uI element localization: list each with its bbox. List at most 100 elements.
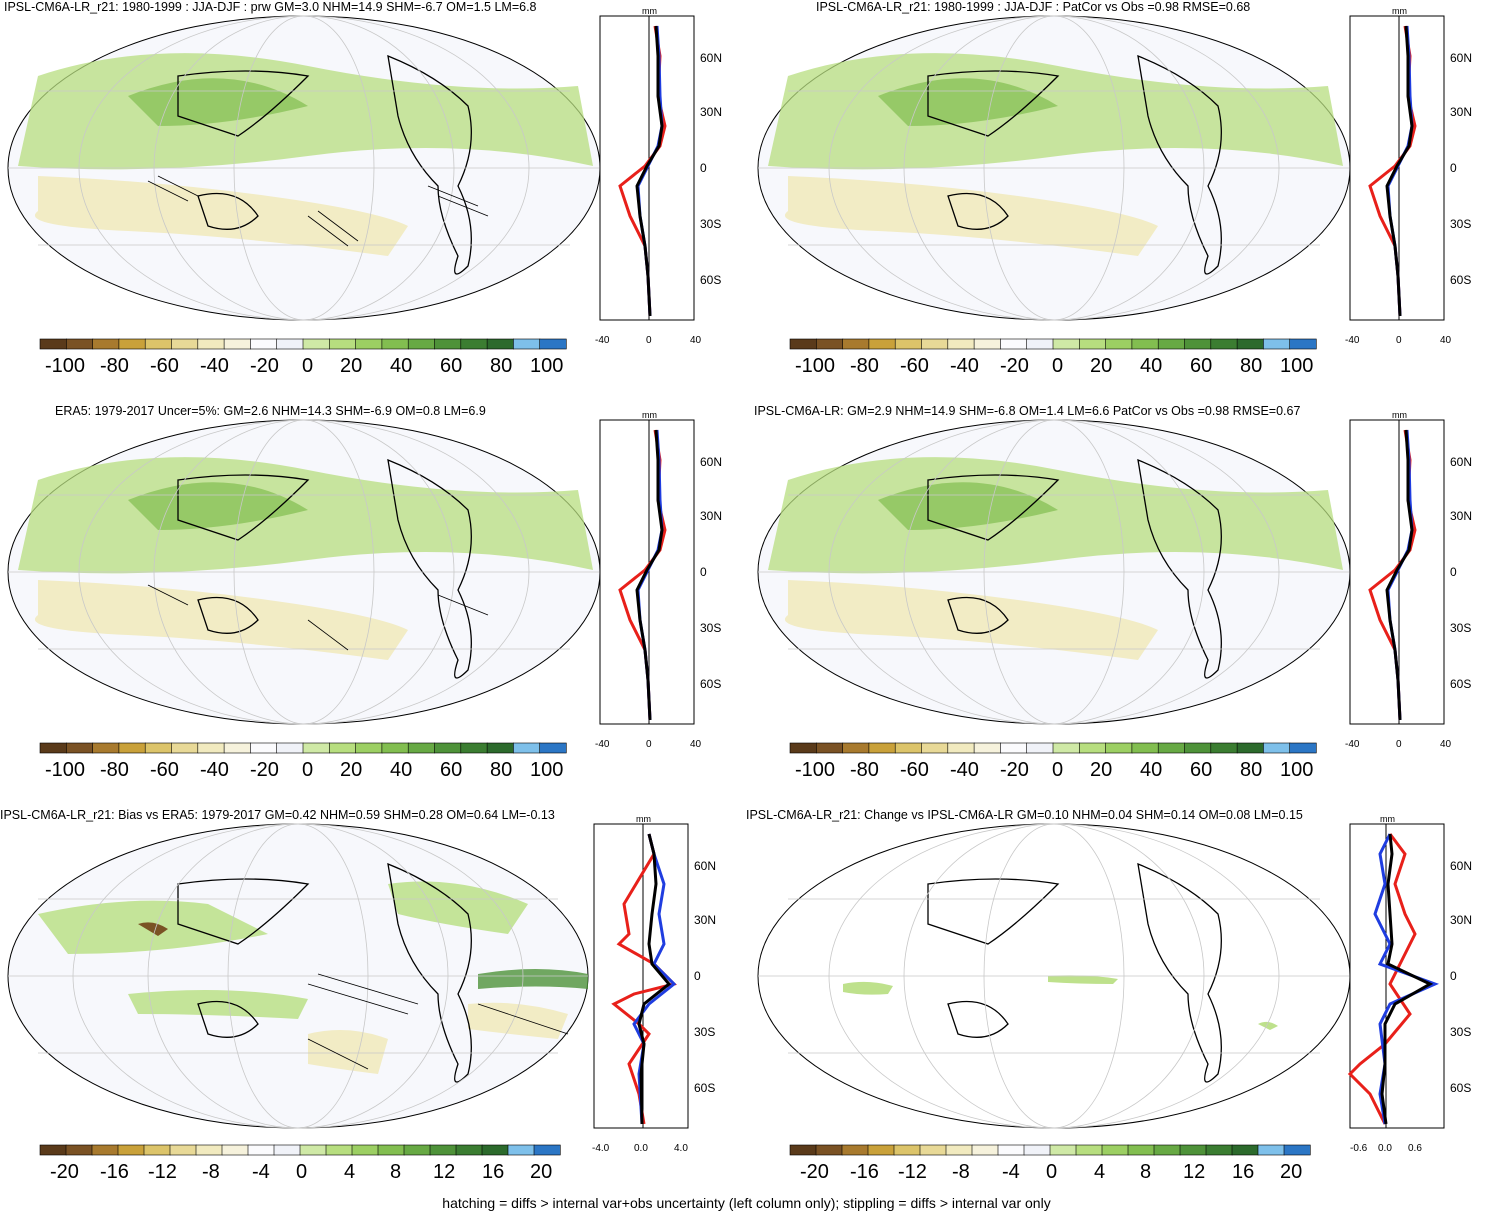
lat-label: 30S [700, 621, 721, 635]
colorbar-swatch [1289, 338, 1317, 350]
lat-label: 60N [700, 455, 722, 469]
svg-text:16: 16 [1232, 1161, 1254, 1183]
svg-text:0: 0 [302, 355, 313, 377]
colorbar-swatch [1131, 338, 1159, 350]
lat-label: 60S [700, 677, 721, 691]
x-tick-label: -0.6 [1350, 1143, 1368, 1154]
colorbar-swatch [789, 1144, 817, 1156]
yellow-band-south [784, 580, 1158, 660]
colorbar-swatch [1289, 742, 1317, 754]
x-tick-label: 0 [646, 739, 652, 750]
svg-text:-60: -60 [900, 759, 929, 781]
svg-text:-20: -20 [50, 1161, 79, 1183]
colorbar-labels: -100 -80 -60 -40 -20 0 20 40 60 80 100 [45, 759, 563, 781]
svg-text:-60: -60 [150, 759, 179, 781]
svg-text:8: 8 [390, 1161, 401, 1183]
svg-text:-60: -60 [150, 355, 179, 377]
zonal-plot: mm 60N 30N 0 30S 60S -40 0 40 [1345, 410, 1472, 750]
colorbar-swatch [328, 742, 357, 754]
map-figure: mm 60N 30N 0 30S 60S -40 0 40 -100 -80 -60… [7, 6, 722, 377]
svg-text:12: 12 [1183, 1161, 1205, 1183]
svg-text:-40: -40 [950, 355, 979, 377]
zonal-plot: mm 60N 30N 0 30S 60S -4.0 0.0 4.0 [592, 814, 716, 1154]
hatching [307, 973, 569, 1070]
zonal-plot: mm 60N 30N 0 30S 60S -40 0 40 [595, 410, 722, 750]
green-band-dark [128, 482, 308, 530]
svg-text:-20: -20 [250, 759, 279, 781]
colorbar-swatch [197, 742, 225, 754]
svg-text:4: 4 [344, 1161, 355, 1183]
colorbar-swatch [789, 742, 817, 754]
svg-text:20: 20 [340, 355, 362, 377]
svg-text:100: 100 [530, 355, 563, 377]
svg-text:-16: -16 [850, 1161, 879, 1183]
colorbar-swatch [513, 338, 541, 350]
lat-label: 0 [700, 565, 707, 579]
svg-text:-40: -40 [200, 355, 229, 377]
colorbar-swatch [513, 742, 541, 754]
colorbar-swatch [276, 742, 304, 754]
svg-text:-80: -80 [100, 355, 129, 377]
x-tick-label: 40 [690, 739, 702, 750]
colorbar [39, 1144, 561, 1156]
colorbar-swatch [842, 338, 870, 350]
colorbar-swatch [1263, 742, 1291, 754]
colorbar-swatch [1105, 338, 1133, 350]
colorbar-swatch [1184, 742, 1212, 754]
map-area [7, 823, 589, 1129]
bias-brown-spot [138, 922, 168, 936]
lat-label: 30S [1450, 217, 1471, 231]
map-title: IPSL-CM6A-LR_r21: 1980-1999 : JJA-DJF : … [816, 0, 1251, 14]
x-tick-label: 40 [1440, 739, 1452, 750]
colorbar-swatch [171, 742, 199, 754]
colorbar-swatch [92, 338, 120, 350]
colorbar-swatch [868, 338, 896, 350]
colorbar-swatch [118, 338, 146, 350]
svg-text:100: 100 [1280, 759, 1313, 781]
x-tick-label: -40 [1345, 739, 1360, 750]
panel-era5: ERA5: 1979-2017 Uncer=5%: GM=2.6 NHM=14.… [0, 404, 746, 794]
colorbar-swatch [65, 1144, 93, 1156]
colorbar-swatch [815, 338, 844, 350]
svg-text:20: 20 [1090, 355, 1112, 377]
colorbar [789, 1144, 1311, 1156]
colorbar-swatch [947, 338, 975, 350]
colorbar-swatch [355, 742, 383, 754]
x-tick-label: 0 [1396, 335, 1402, 346]
colorbar-swatch [250, 338, 278, 350]
lat-label: 60N [1450, 455, 1472, 469]
colorbar-swatch [973, 742, 1002, 754]
svg-text:-20: -20 [250, 355, 279, 377]
svg-text:-100: -100 [45, 355, 85, 377]
colorbar-swatch [481, 1144, 509, 1156]
colorbar-swatch [169, 1144, 197, 1156]
zonal-plot: mm 60N 30N 0 30S 60S -0.6 0.0 0.6 [1347, 814, 1472, 1154]
colorbar-swatch [894, 742, 923, 754]
svg-text:40: 40 [390, 759, 412, 781]
map-title: IPSL-CM6A-LR_r21: 1980-1999 : JJA-DJF : … [4, 0, 537, 14]
colorbar-swatch [1049, 1144, 1077, 1156]
map-title: IPSL-CM6A-LR_r21: Bias vs ERA5: 1979-201… [0, 808, 555, 822]
svg-text:80: 80 [490, 355, 512, 377]
colorbar-swatch [486, 742, 515, 754]
green-band-north [768, 457, 1343, 574]
map-figure: mm 60N 30N 0 30S 60S -0.6 0.0 0.6 -20 -16… [757, 814, 1472, 1183]
colorbar-swatch [1236, 742, 1265, 754]
svg-text:-8: -8 [952, 1161, 970, 1183]
colorbar-swatch [1210, 742, 1238, 754]
svg-text:-20: -20 [1000, 759, 1029, 781]
colorbar-swatch [1131, 742, 1159, 754]
colorbar-swatch [434, 338, 462, 350]
lat-label: 30S [1450, 621, 1471, 635]
colorbar-labels: -100 -80 -60 -40 -20 0 20 40 60 80 100 [795, 759, 1313, 781]
colorbar-swatch [815, 742, 844, 754]
footer-note: hatching = diffs > internal var+obs unce… [442, 1195, 1051, 1211]
colorbar-swatch [407, 338, 436, 350]
yellow-band-south [784, 176, 1158, 256]
lat-label: 60N [1450, 51, 1472, 65]
colorbar-swatch [1236, 338, 1265, 350]
colorbar-swatch [1283, 1144, 1311, 1156]
x-tick-label: -40 [595, 335, 610, 346]
zonal-plot: mm 60N 30N 0 30S 60S -40 0 40 [595, 6, 722, 346]
colorbar-swatch [1078, 338, 1107, 350]
